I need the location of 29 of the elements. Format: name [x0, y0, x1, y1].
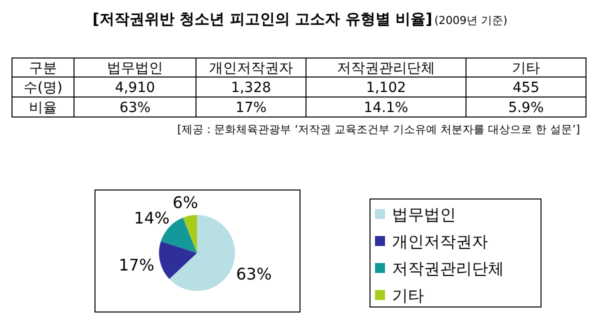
category-label: 저작권관리단체 — [337, 60, 435, 76]
text: 14.1% — [364, 100, 408, 116]
text: 5.9% — [508, 100, 544, 116]
pie-slice — [169, 215, 235, 291]
legend-label: 저작권관리단체 — [392, 259, 504, 278]
category-label: 법무법인 — [107, 60, 163, 76]
text: 1,328 — [230, 80, 272, 96]
text: 비율 — [29, 100, 57, 116]
text: 17% — [235, 100, 267, 116]
category-label: 개인저작권자 — [209, 60, 293, 76]
text: 4,910 — [114, 80, 156, 96]
text: 1,102 — [366, 80, 406, 96]
text: [제공 : 문화체육관광부 ‘저작권 교육조건부 기소유예 처분자를 대상으로 한 설문’] — [177, 123, 580, 136]
text: 455 — [512, 80, 540, 96]
data-label: 6% — [172, 192, 198, 212]
legend-label: 기타 — [392, 286, 424, 305]
category-label: 기타 — [512, 60, 540, 76]
legend-label: 개인저작권자 — [392, 232, 488, 251]
data-label: 17% — [118, 255, 154, 274]
pie-slice — [183, 215, 197, 253]
pie-slice — [159, 241, 197, 280]
data-label: 14% — [134, 208, 170, 228]
legend-label: 법무법인 — [392, 205, 456, 224]
text: 수(명) — [24, 80, 62, 96]
data-label: 63% — [236, 264, 272, 284]
text: (2009년 기준) — [434, 14, 508, 27]
text: [저작권위반 청소년 피고인의 고소자 유형별 비율] — [92, 10, 432, 28]
text: 구분 — [29, 60, 57, 76]
text: 63% — [119, 100, 151, 116]
